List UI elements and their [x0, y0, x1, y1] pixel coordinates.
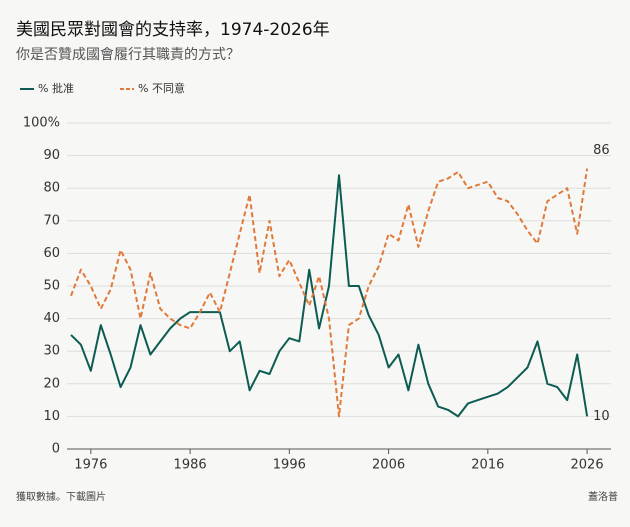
y-tick-label: 70 [43, 213, 60, 228]
chart-title: 美國民眾對國會的支持率，1974-2026年 [16, 20, 330, 40]
footer-link[interactable]: 獲取數據。下載圖片 [16, 490, 106, 503]
chart-subtitle: 你是否贊成國會履行其職責的方式？ [16, 47, 240, 63]
y-tick-label: 50 [43, 279, 60, 294]
x-tick-label: 1996 [273, 458, 306, 473]
y-tick-label: 40 [43, 311, 60, 326]
x-tick-label: 2006 [372, 458, 405, 473]
y-tick-label: 30 [43, 344, 60, 359]
end-label: 86 [593, 143, 610, 158]
x-tick-label: 2026 [571, 458, 604, 473]
end-label: 10 [593, 409, 610, 424]
x-tick-label: 2016 [471, 458, 504, 473]
x-tick-label: 1976 [74, 458, 107, 473]
y-tick-label: 10 [43, 409, 60, 424]
x-tick-label: 1986 [174, 458, 207, 473]
legend-label: % 不同意 [138, 81, 185, 95]
series-line [70, 168, 589, 418]
y-tick-label: 20 [43, 376, 60, 391]
y-tick-label: 90 [43, 148, 60, 163]
y-tick-label: 0 [52, 442, 60, 457]
footer-source: 蓋洛普 [588, 490, 618, 503]
legend-label: % 批准 [38, 81, 74, 95]
series-line [70, 174, 589, 418]
y-tick-label: 100% [23, 116, 60, 131]
y-tick-label: 60 [43, 246, 60, 261]
y-tick-label: 80 [43, 181, 60, 196]
